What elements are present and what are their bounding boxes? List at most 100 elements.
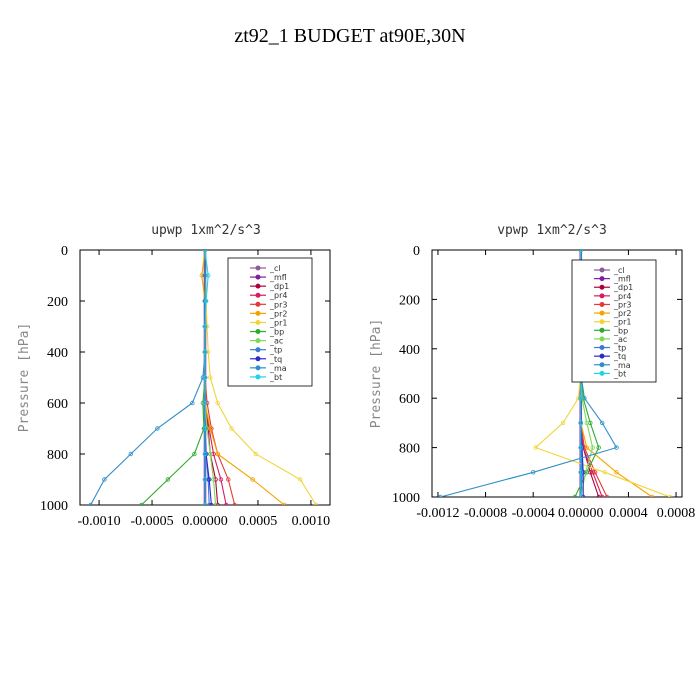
series-point-tq bbox=[581, 494, 586, 497]
legend-label-pr3: _pr3 bbox=[613, 300, 631, 309]
series-line-bt bbox=[204, 250, 209, 505]
legend-marker-pr2 bbox=[255, 310, 261, 316]
figure-title: zt92_1 BUDGET at90E,30N bbox=[234, 25, 465, 47]
series-point-bt bbox=[202, 502, 208, 505]
series-point-pr1 bbox=[560, 420, 566, 426]
series-point-bp bbox=[139, 502, 144, 505]
series-point-tq bbox=[206, 477, 212, 482]
y-tick-label: 800 bbox=[47, 448, 68, 463]
series-point-tq bbox=[581, 470, 586, 475]
legend-marker-cl bbox=[599, 267, 605, 273]
legend-box bbox=[571, 259, 657, 383]
legend-label-pr1: _pr1 bbox=[613, 318, 631, 327]
legend-label-ac: _ac bbox=[613, 335, 627, 344]
legend-marker-bp bbox=[599, 327, 605, 333]
legend-label-pr2: _pr2 bbox=[269, 309, 287, 318]
series-point-pr3 bbox=[226, 477, 231, 482]
series-point-bp bbox=[165, 477, 171, 482]
series-point-bt bbox=[578, 250, 583, 253]
series-point-pr2 bbox=[215, 451, 220, 457]
legend-marker-ma bbox=[599, 362, 605, 368]
y-tick-label: 1000 bbox=[392, 491, 420, 506]
chart-title: vpwp 1xm^2/s^3 bbox=[497, 223, 607, 238]
series-point-ma bbox=[438, 494, 443, 497]
series-point-pr4 bbox=[600, 494, 605, 497]
legend-marker-pr4 bbox=[255, 292, 261, 298]
legend-label-tp: _tp bbox=[613, 344, 626, 353]
series-point-pr1 bbox=[667, 494, 673, 497]
chart-panels: upwp 1xm^2/s^3 Pressure [hPa] 0 200 400 600 80… bbox=[17, 223, 695, 529]
chart-title: upwp 1xm^2/s^3 bbox=[151, 223, 261, 238]
x-tick-label: -0.0004 bbox=[512, 506, 555, 521]
legend-marker-mfl bbox=[599, 276, 605, 282]
series-point-ma bbox=[614, 445, 619, 450]
series-point-ma bbox=[202, 273, 208, 278]
y-tick-label: 800 bbox=[399, 442, 420, 457]
series-point-ma bbox=[190, 400, 195, 406]
legend-marker-dp1 bbox=[255, 283, 261, 289]
series-point-bt bbox=[578, 470, 583, 475]
legend-label-pr1: _pr1 bbox=[269, 318, 287, 327]
legend-marker-pr1 bbox=[255, 319, 261, 325]
series-point-dp1 bbox=[596, 494, 601, 497]
series-point-pr3 bbox=[232, 502, 237, 505]
y-tick-label: 400 bbox=[399, 343, 420, 358]
plot-area bbox=[88, 250, 319, 505]
legend-marker-pr2 bbox=[599, 310, 605, 316]
series-point-bt bbox=[202, 451, 208, 457]
legend-label-mfl: _mfl bbox=[269, 273, 287, 282]
series-point-bp bbox=[596, 445, 601, 450]
series-point-pr1 bbox=[229, 426, 234, 431]
series-point-pr4 bbox=[218, 477, 224, 482]
series-point-bt bbox=[578, 396, 583, 401]
series-point-ac bbox=[590, 445, 595, 450]
x-tick-label: 0.00000 bbox=[182, 514, 228, 529]
legend-marker-pr3 bbox=[255, 301, 261, 307]
y-tick-label: 200 bbox=[399, 293, 420, 308]
x-tick-label: 0.00000 bbox=[558, 506, 604, 521]
series-point-ma bbox=[531, 470, 536, 475]
series-point-pr1 bbox=[602, 470, 607, 475]
series-point-pr1 bbox=[314, 502, 319, 505]
series-point-pr1 bbox=[298, 477, 303, 482]
series-point-pr4 bbox=[211, 451, 216, 457]
legend-marker-tp bbox=[599, 345, 605, 351]
series-point-bt bbox=[202, 477, 208, 482]
legend-marker-bt bbox=[255, 374, 261, 380]
series-point-ma bbox=[600, 420, 605, 426]
plot-frame bbox=[431, 249, 683, 498]
legend-label-bt: _bt bbox=[613, 369, 626, 378]
x-tick-label: -0.0005 bbox=[130, 514, 173, 529]
legend-label-tq: _tq bbox=[613, 352, 626, 361]
series-point-dp1 bbox=[215, 502, 220, 505]
series-point-tp bbox=[207, 502, 212, 505]
legend-label-pr3: _pr3 bbox=[269, 300, 287, 309]
y-tick-label: 1000 bbox=[40, 499, 68, 514]
series-point-ma bbox=[88, 502, 93, 505]
series-point-bt bbox=[578, 420, 583, 426]
legend-marker-pr1 bbox=[599, 319, 605, 325]
legend-label-pr4: _pr4 bbox=[269, 291, 287, 300]
y-tick-label: 0 bbox=[61, 244, 68, 259]
series-line-pr1 bbox=[204, 250, 317, 505]
legend-label-dp1: _dp1 bbox=[269, 282, 289, 291]
series-point-pr2 bbox=[282, 502, 287, 505]
series-point-bt bbox=[202, 250, 208, 253]
legend-marker-dp1 bbox=[599, 284, 605, 290]
x-tick-label: 0.0010 bbox=[292, 514, 331, 529]
series-point-ma bbox=[155, 426, 160, 431]
series-point-pr1 bbox=[205, 349, 211, 355]
series-point-ac bbox=[208, 451, 213, 457]
series-point-ac bbox=[213, 502, 218, 505]
legend: _cl_mfl_dp1_pr4_pr3_pr2_pr1_bp_ac_tp_tq_… bbox=[227, 257, 313, 387]
series-point-pr1 bbox=[253, 451, 258, 457]
legend-marker-pr4 bbox=[599, 293, 605, 299]
series-point-pr4 bbox=[590, 470, 595, 475]
legend-label-cl: _cl bbox=[613, 266, 625, 275]
series-point-bt bbox=[578, 494, 583, 497]
series-point-pr2 bbox=[250, 477, 255, 482]
legend-label-mfl: _mfl bbox=[613, 275, 631, 284]
y-tick-label: 600 bbox=[399, 392, 420, 407]
x-tick-label: -0.0012 bbox=[416, 506, 459, 521]
